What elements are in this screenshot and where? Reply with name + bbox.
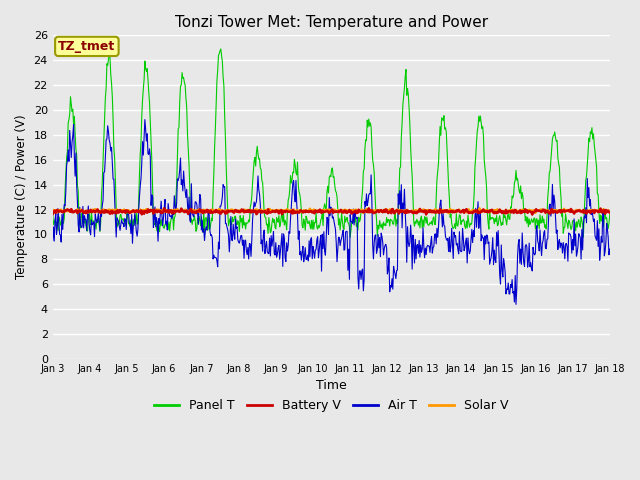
Battery V — [529, 212, 536, 217]
Battery V — [49, 211, 56, 217]
Solar V — [415, 206, 423, 212]
Solar V — [476, 205, 483, 211]
Panel T — [346, 235, 354, 240]
Air T — [59, 227, 67, 232]
Panel T — [417, 215, 424, 221]
Battery V — [203, 207, 211, 213]
Solar V — [606, 208, 614, 214]
Panel T — [173, 182, 180, 188]
Battery V — [416, 206, 424, 212]
Air T — [141, 117, 148, 122]
Y-axis label: Temperature (C) / Power (V): Temperature (C) / Power (V) — [15, 115, 28, 279]
Air T — [606, 246, 614, 252]
Solar V — [59, 209, 67, 215]
Panel T — [116, 213, 124, 218]
Battery V — [400, 209, 408, 215]
Solar V — [49, 207, 56, 213]
Panel T — [202, 215, 210, 220]
Air T — [173, 176, 181, 182]
Panel T — [59, 220, 67, 226]
Battery V — [116, 207, 124, 213]
Line: Battery V: Battery V — [52, 208, 610, 215]
X-axis label: Time: Time — [316, 379, 347, 392]
Air T — [512, 301, 520, 307]
Panel T — [217, 46, 225, 52]
Title: Tonzi Tower Met: Temperature and Power: Tonzi Tower Met: Temperature and Power — [175, 15, 488, 30]
Line: Panel T: Panel T — [52, 49, 610, 238]
Air T — [416, 254, 424, 260]
Battery V — [606, 210, 614, 216]
Panel T — [606, 212, 614, 217]
Battery V — [173, 208, 181, 214]
Panel T — [401, 85, 408, 91]
Air T — [49, 238, 56, 243]
Air T — [203, 227, 211, 233]
Solar V — [116, 208, 124, 214]
Air T — [400, 206, 408, 212]
Solar V — [445, 210, 452, 216]
Solar V — [173, 208, 180, 214]
Legend: Panel T, Battery V, Air T, Solar V: Panel T, Battery V, Air T, Solar V — [148, 395, 514, 418]
Line: Air T: Air T — [52, 120, 610, 304]
Battery V — [161, 205, 168, 211]
Panel T — [49, 211, 56, 216]
Battery V — [59, 209, 67, 215]
Solar V — [399, 208, 406, 214]
Text: TZ_tmet: TZ_tmet — [58, 40, 115, 53]
Solar V — [202, 209, 210, 215]
Line: Solar V: Solar V — [52, 208, 610, 213]
Air T — [116, 228, 124, 233]
